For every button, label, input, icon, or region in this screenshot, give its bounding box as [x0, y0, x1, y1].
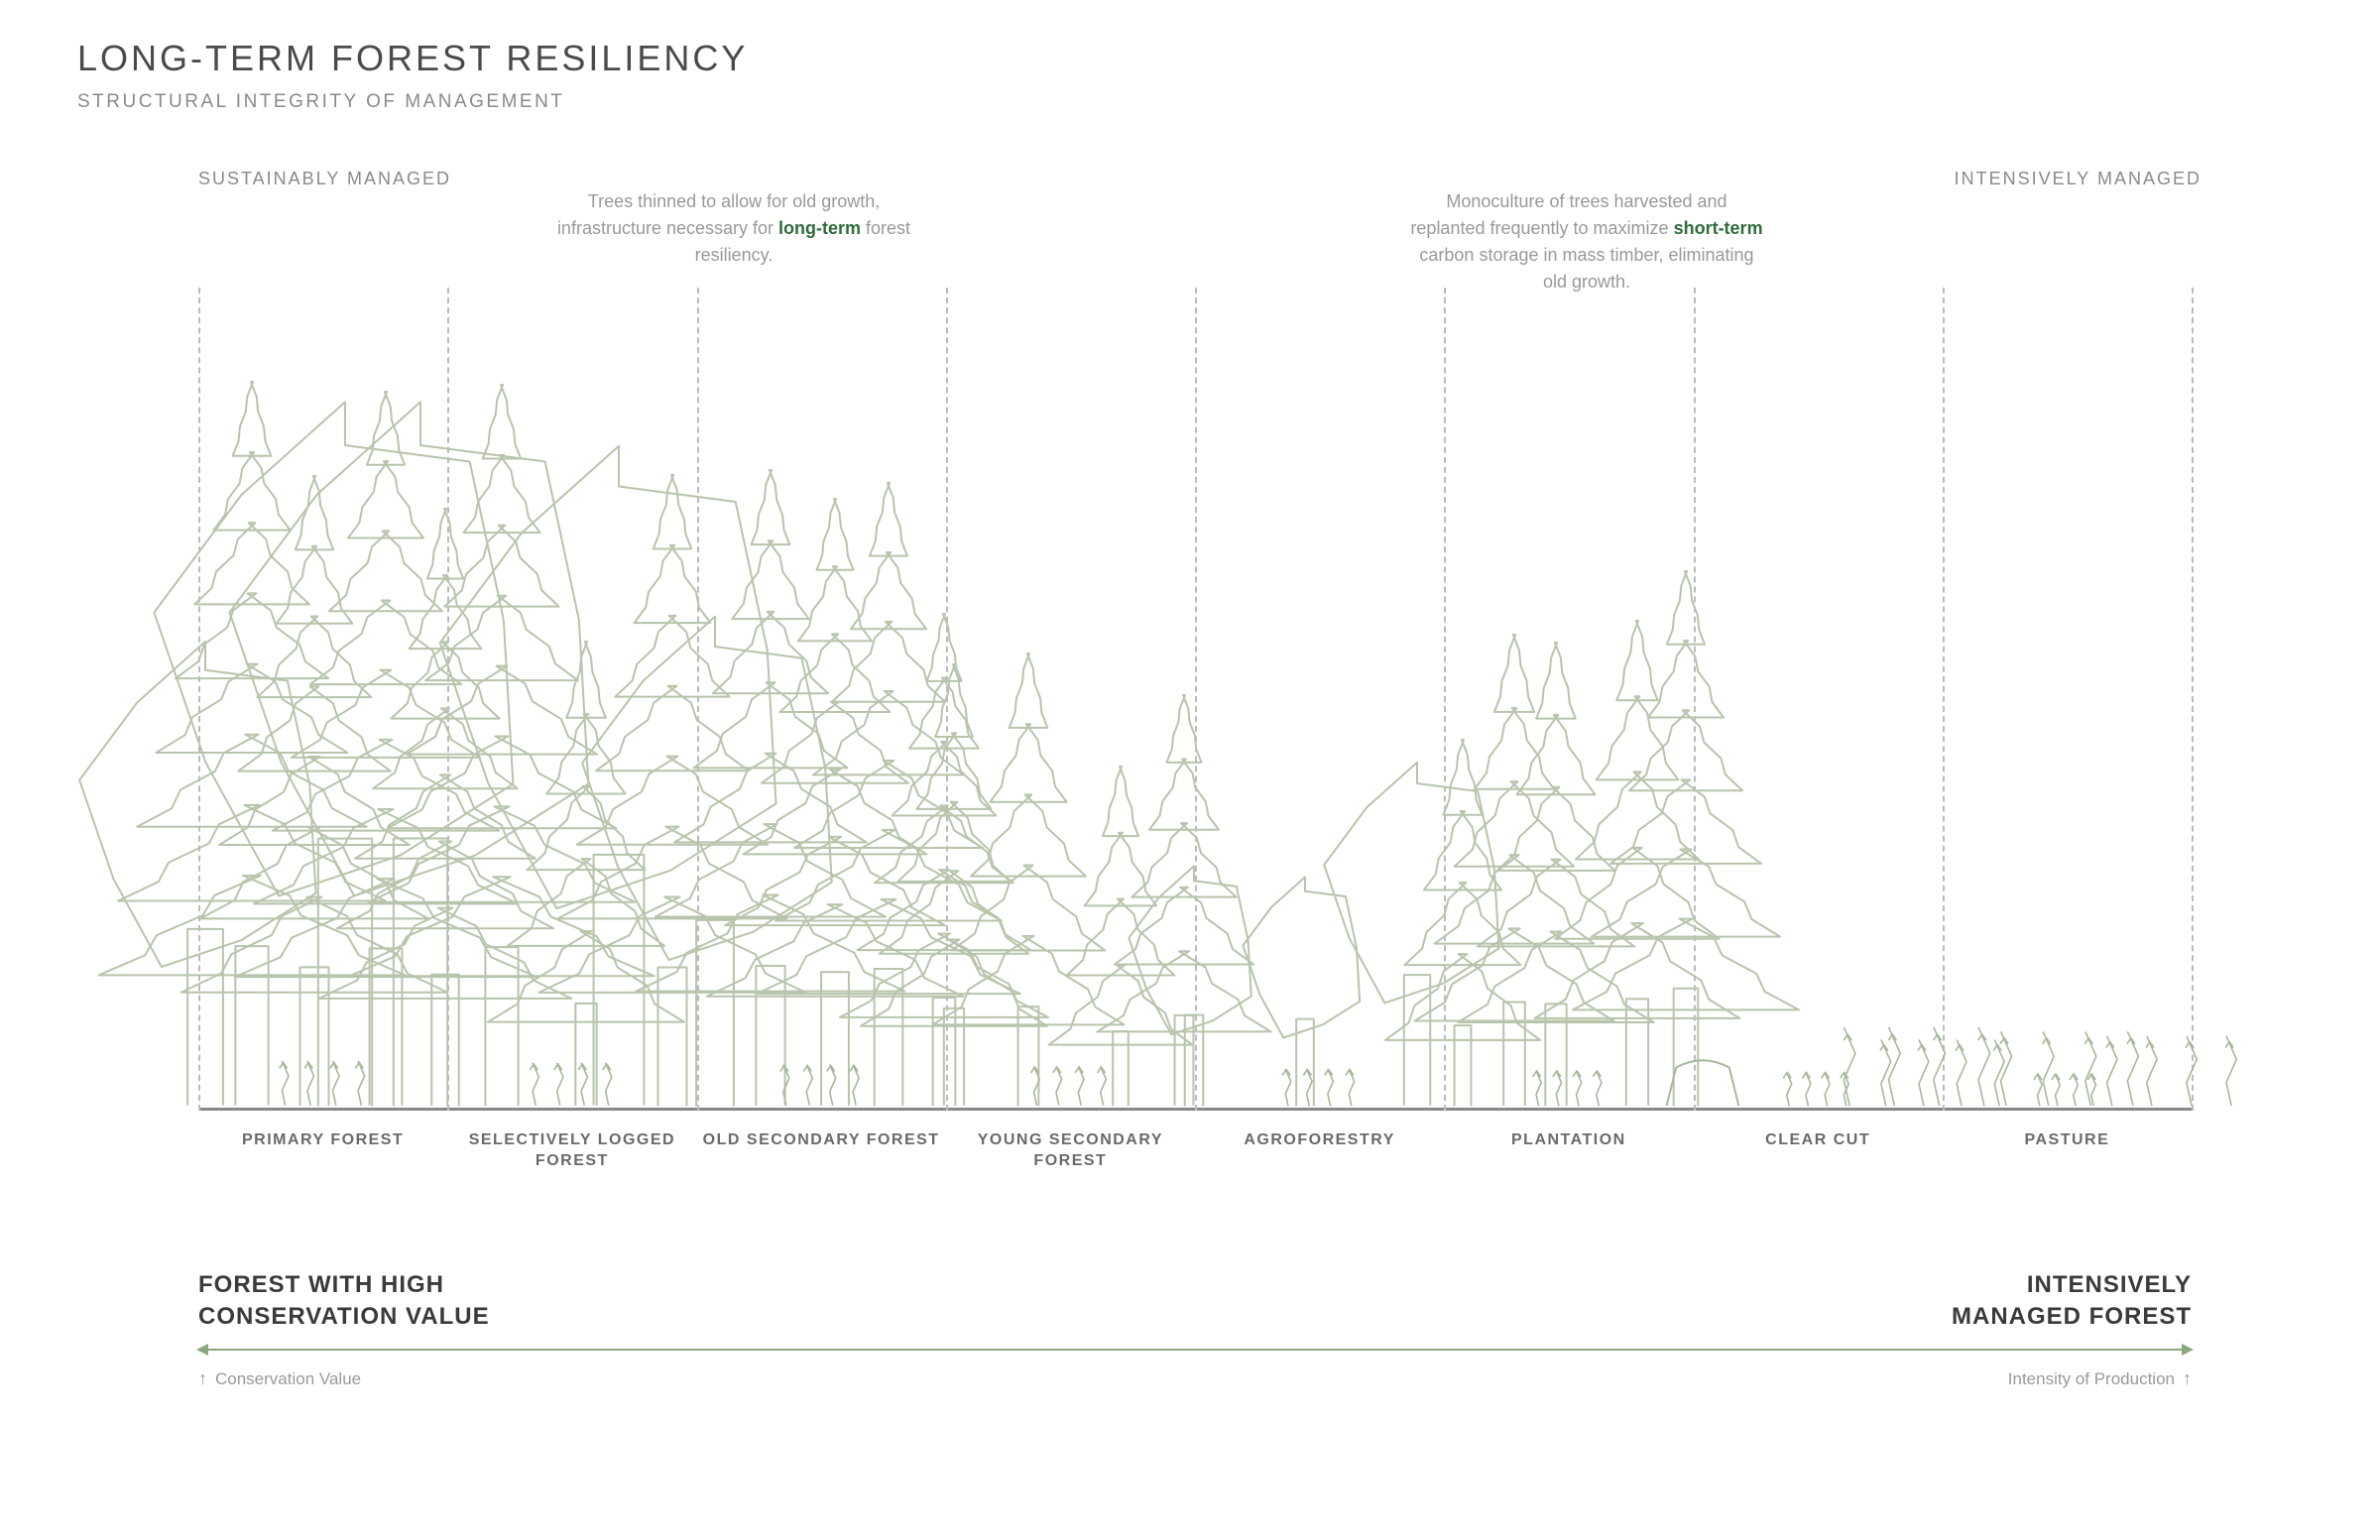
category-label: PLANTATION	[1444, 1130, 1693, 1151]
category-label: PASTURE	[1943, 1130, 2192, 1151]
bottom-right-line1: INTENSIVELY	[2027, 1271, 2192, 1298]
annotation-left-bold: long-term	[778, 218, 861, 238]
annotation-long-term: Trees thinned to allow for old growth, i…	[555, 188, 912, 269]
metric-intensity-production: Intensity of Production ↑	[2008, 1368, 2192, 1389]
forest-zone	[1694, 288, 1943, 1111]
gradient-arrow	[198, 1349, 2192, 1351]
understory-icon	[772, 1060, 871, 1111]
category-label: OLD SECONDARY FOREST	[697, 1130, 946, 1151]
tree-icon	[1129, 868, 1259, 1111]
category-labels-row: PRIMARY FORESTSELECTIVELY LOGGED FORESTO…	[198, 1130, 2192, 1190]
title-block: LONG-TERM FOREST RESILIENCY STRUCTURAL I…	[77, 38, 748, 113]
category-label: PRIMARY FOREST	[198, 1130, 447, 1151]
metric-left-text: Conservation Value	[215, 1369, 361, 1389]
zone-divider	[2192, 288, 2194, 1111]
bottom-left-line1: FOREST WITH HIGH	[198, 1271, 444, 1298]
understory-icon	[1022, 1062, 1118, 1111]
category-label: YOUNG SECONDARY FOREST	[946, 1130, 1195, 1172]
bottom-label-conservation: FOREST WITH HIGH CONSERVATION VALUE	[198, 1269, 490, 1334]
forest-zone	[1943, 288, 2192, 1111]
annotation-right-bold: short-term	[1674, 218, 1763, 238]
tree-icon	[1665, 1047, 1741, 1111]
bottom-left-line2: CONSERVATION VALUE	[198, 1303, 490, 1330]
understory-icon	[1526, 1067, 1612, 1111]
category-label: AGROFORESTRY	[1195, 1130, 1444, 1151]
understory-icon	[1274, 1065, 1365, 1112]
metric-conservation-value: ↑ Conservation Value	[198, 1368, 361, 1389]
main-title: LONG-TERM FOREST RESILIENCY	[77, 38, 748, 79]
forest-zone	[1444, 288, 1693, 1111]
top-label-sustainably: SUSTAINABLY MANAGED	[198, 169, 451, 189]
tree-icon	[2086, 1028, 2257, 1111]
up-arrow-icon: ↑	[198, 1368, 207, 1389]
understory-icon	[1777, 1069, 1858, 1111]
subtitle: STRUCTURAL INTEGRITY OF MANAGEMENT	[77, 91, 748, 113]
forest-diagram	[198, 288, 2192, 1111]
annotation-short-term: Monoculture of trees harvested and repla…	[1408, 188, 1765, 296]
metric-right-text: Intensity of Production	[2008, 1369, 2175, 1389]
bottom-label-intensive: INTENSIVELY MANAGED FOREST	[1952, 1269, 2192, 1334]
understory-icon	[2029, 1071, 2106, 1111]
annotation-right-post: carbon storage in mass timber, eliminati…	[1419, 245, 1753, 292]
up-arrow-icon: ↑	[2183, 1368, 2192, 1389]
category-label: SELECTIVELY LOGGED FOREST	[447, 1130, 696, 1172]
top-label-intensively: INTENSIVELY MANAGED	[1955, 169, 2202, 189]
category-label: CLEAR CUT	[1694, 1130, 1943, 1151]
bottom-right-line2: MANAGED FOREST	[1952, 1303, 2192, 1330]
